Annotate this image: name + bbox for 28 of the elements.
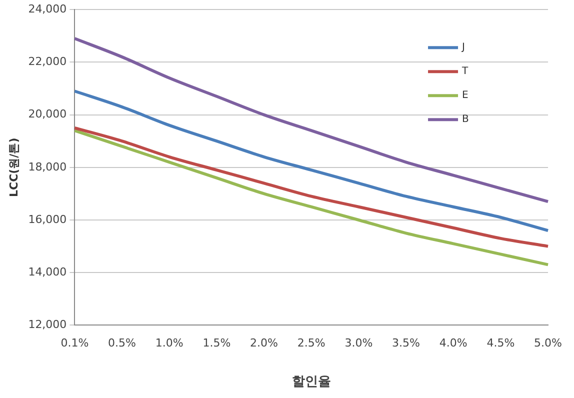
y-tick-label: 12,000 [28,318,67,332]
x-tick-label: 2.5% [297,336,326,350]
y-tick-label: 16,000 [28,212,67,226]
x-tick-label: 2.0% [250,336,278,350]
x-tick-label: 3.5% [392,336,420,350]
y-tick-label: 24,000 [28,2,67,16]
y-tick-label: 22,000 [28,55,67,68]
x-tick-label: 0.5% [108,336,136,350]
x-tick-label: 0.1% [60,336,89,350]
y-tick-label: 20,000 [28,108,67,121]
x-tick-label: 5.0% [534,336,562,350]
x-tick-label: 1.0% [155,336,184,350]
legend-label: B [462,114,470,126]
x-axis-title: 할인율 [292,374,331,390]
line-series [73,90,550,232]
line-series [73,37,550,204]
x-tick-label: 1.5% [202,336,231,350]
y-tick-label: 18,000 [28,160,67,174]
legend-label: J [461,42,465,54]
x-tick-label: 3.0% [344,336,373,350]
line-series [73,129,550,266]
legend-label: T [461,66,470,78]
y-tick-label: 14,000 [28,265,67,278]
line-series [73,126,550,248]
x-tick-label: 4.5% [486,336,515,350]
x-tick-label: 4.0% [439,336,468,350]
y-axis-title: LCC(원/톤) [7,138,20,198]
legend-label: E [462,90,468,102]
